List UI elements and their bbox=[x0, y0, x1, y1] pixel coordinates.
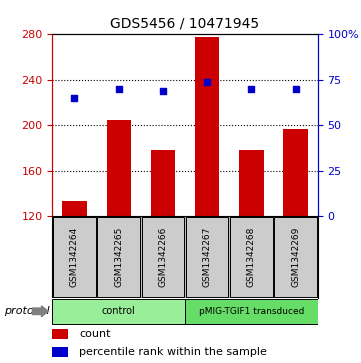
Text: count: count bbox=[79, 329, 110, 339]
Text: percentile rank within the sample: percentile rank within the sample bbox=[79, 347, 267, 357]
Text: GSM1342265: GSM1342265 bbox=[114, 227, 123, 287]
Point bbox=[293, 86, 299, 92]
Point bbox=[160, 88, 166, 94]
Bar bbox=[274, 217, 317, 297]
Text: pMIG-TGIF1 transduced: pMIG-TGIF1 transduced bbox=[199, 307, 304, 316]
Text: GSM1342266: GSM1342266 bbox=[158, 227, 168, 287]
Bar bbox=[53, 217, 96, 297]
Bar bbox=[52, 299, 185, 323]
Bar bbox=[239, 150, 264, 216]
Text: GSM1342267: GSM1342267 bbox=[203, 227, 212, 287]
Bar bbox=[151, 150, 175, 216]
Text: GSM1342269: GSM1342269 bbox=[291, 227, 300, 287]
Bar bbox=[186, 217, 229, 297]
Bar bbox=[185, 299, 318, 323]
Text: control: control bbox=[102, 306, 135, 316]
Text: GSM1342264: GSM1342264 bbox=[70, 227, 79, 287]
Point bbox=[204, 79, 210, 85]
Bar bbox=[230, 217, 273, 297]
Point bbox=[71, 95, 77, 101]
Title: GDS5456 / 10471945: GDS5456 / 10471945 bbox=[110, 17, 260, 30]
Point bbox=[248, 86, 254, 92]
Bar bbox=[52, 347, 68, 357]
Text: GSM1342268: GSM1342268 bbox=[247, 227, 256, 287]
Text: protocol: protocol bbox=[4, 306, 49, 316]
Bar bbox=[97, 217, 140, 297]
Bar bbox=[195, 37, 219, 216]
Bar bbox=[62, 201, 87, 216]
Bar bbox=[106, 119, 131, 216]
Bar bbox=[142, 217, 184, 297]
Bar bbox=[52, 329, 68, 339]
Bar bbox=[283, 129, 308, 216]
Point bbox=[116, 86, 122, 92]
